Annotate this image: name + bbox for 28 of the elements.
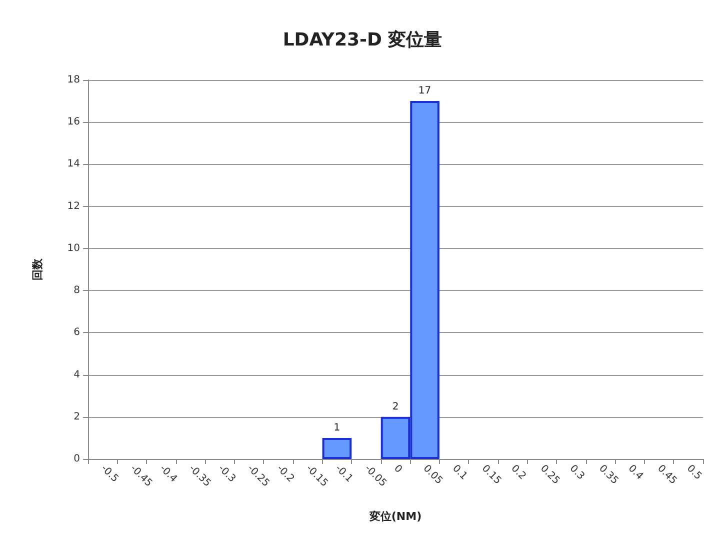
y-tick-label: 8 [74,285,80,296]
y-tick-label: 10 [67,242,80,254]
y-tick-label: 6 [74,327,80,338]
x-tick-label: -0.2 [274,463,296,485]
y-tick-label: 14 [67,158,80,170]
data-label: 1 [334,422,340,434]
x-tick-label: -0.4 [157,463,179,485]
y-axis-title: 回数 [31,258,44,280]
y-tick-label: 0 [74,454,80,464]
x-tick-label: 0.4 [626,463,645,482]
bar [322,438,352,459]
x-tick-label: -0.3 [216,463,238,485]
x-tick-label: -0.5 [98,463,120,485]
x-tick-label: 0.3 [567,463,586,482]
x-tick-label: -0.1 [333,463,355,485]
y-tick-label: 12 [67,200,80,212]
y-tick-label: 16 [67,116,80,128]
x-tick-label: 0 [392,463,404,476]
y-tick-label: 18 [67,74,80,86]
y-tick-label: 2 [74,411,80,422]
data-label: 2 [392,401,399,412]
data-label: 17 [418,86,432,97]
x-tick-label: 0.5 [684,463,704,482]
x-axis-title: 変位(NM) [368,510,422,523]
x-tick-label: 0.1 [450,463,470,482]
x-tick-label: 0.2 [508,463,528,482]
chart-title: LDAY23-D 変位量 [282,30,442,50]
y-tick-label: 4 [74,369,80,380]
